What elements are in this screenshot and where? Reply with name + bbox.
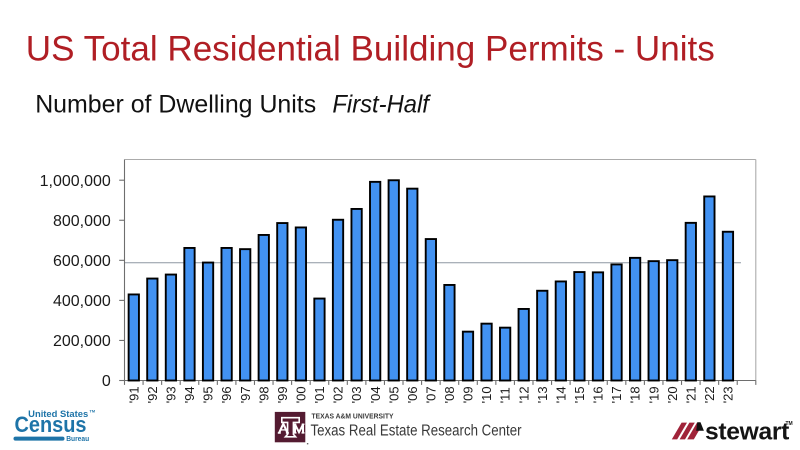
- svg-text:'12: '12: [516, 386, 531, 403]
- svg-text:'94: '94: [182, 386, 197, 403]
- svg-text:'22: '22: [702, 386, 717, 403]
- svg-text:'15: '15: [572, 386, 587, 403]
- svg-text:'11: '11: [498, 387, 513, 403]
- svg-text:'93: '93: [164, 386, 179, 403]
- svg-text:'99: '99: [275, 386, 290, 403]
- svg-text:'07: '07: [423, 386, 438, 403]
- svg-text:0: 0: [102, 373, 111, 390]
- svg-text:US Total Residential Building: US Total Residential Building Permits - …: [26, 29, 715, 69]
- svg-text:Bureau: Bureau: [66, 434, 89, 443]
- svg-text:'06: '06: [405, 386, 420, 403]
- svg-text:United States: United States: [28, 409, 88, 419]
- svg-text:'92: '92: [145, 386, 160, 403]
- svg-text:'05: '05: [386, 386, 401, 403]
- svg-text:TM: TM: [90, 409, 95, 413]
- svg-text:'96: '96: [219, 386, 234, 403]
- svg-text:'95: '95: [201, 386, 216, 403]
- svg-text:'23: '23: [721, 386, 736, 403]
- svg-text:'10: '10: [479, 386, 494, 403]
- svg-text:200,000: 200,000: [53, 333, 111, 350]
- svg-text:'03: '03: [349, 386, 364, 403]
- svg-text:400,000: 400,000: [53, 293, 111, 310]
- svg-text:'91: '91: [126, 386, 141, 403]
- svg-text:'08: '08: [442, 386, 457, 403]
- svg-text:'16: '16: [591, 386, 606, 403]
- svg-text:'17: '17: [609, 386, 624, 403]
- svg-text:stewart: stewart: [705, 419, 789, 446]
- svg-text:'01: '01: [312, 386, 327, 403]
- svg-text:'02: '02: [331, 386, 346, 403]
- svg-text:'09: '09: [461, 386, 476, 403]
- svg-text:'98: '98: [256, 386, 271, 403]
- svg-text:'14: '14: [553, 386, 568, 403]
- svg-text:'97: '97: [238, 386, 253, 403]
- svg-text:'18: '18: [628, 386, 643, 403]
- svg-text:800,000: 800,000: [53, 213, 111, 230]
- svg-text:'04: '04: [368, 386, 383, 403]
- svg-text:Census: Census: [15, 412, 87, 437]
- svg-text:1,000,000: 1,000,000: [40, 173, 111, 190]
- svg-text:600,000: 600,000: [53, 253, 111, 270]
- svg-text:'20: '20: [665, 386, 680, 403]
- svg-text:'21: '21: [683, 386, 698, 403]
- svg-text:First-Half: First-Half: [332, 91, 431, 119]
- svg-text:Texas Real Estate Research Cen: Texas Real Estate Research Center: [311, 422, 522, 439]
- svg-text:Number of Dwelling Units: Number of Dwelling Units: [35, 91, 316, 119]
- svg-text:'13: '13: [535, 386, 550, 403]
- svg-text:'00: '00: [293, 386, 308, 403]
- svg-text:TM: TM: [786, 421, 793, 427]
- svg-text:TEXAS A&M UNIVERSITY: TEXAS A&M UNIVERSITY: [312, 414, 394, 421]
- svg-text:'19: '19: [646, 386, 661, 403]
